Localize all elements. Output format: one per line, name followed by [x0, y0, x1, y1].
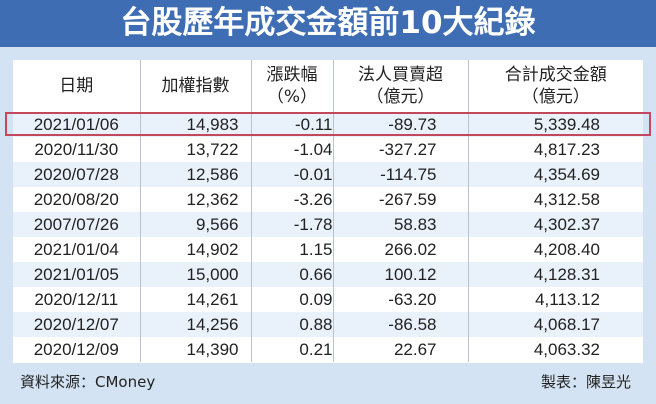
- header-date: 日期: [13, 60, 140, 112]
- table-row: 2020/07/28 12,586 -0.01 -114.75 4,354.69: [13, 162, 643, 187]
- cell-turnover: 4,302.37: [467, 212, 643, 237]
- cell-turnover: 4,128.31: [467, 262, 643, 287]
- cell-turnover: 4,208.40: [467, 237, 643, 262]
- cell-turnover: 5,339.48: [467, 112, 643, 137]
- cell-date: 2021/01/06: [13, 112, 140, 137]
- cell-institutional: -89.73: [332, 112, 468, 137]
- chart-title: 台股歷年成交金額前10大紀錄: [0, 0, 656, 47]
- cell-date: 2020/11/30: [13, 137, 140, 162]
- cell-index: 14,983: [139, 112, 251, 137]
- cell-date: 2020/12/07: [13, 312, 140, 337]
- table-row: 2021/01/06 14,983 -0.11 -89.73 5,339.48: [13, 112, 643, 137]
- cell-date: 2021/01/04: [13, 237, 140, 262]
- cell-change: 1.15: [250, 237, 333, 262]
- cell-institutional: 58.83: [332, 212, 468, 237]
- table-row: 2021/01/04 14,902 1.15 266.02 4,208.40: [13, 237, 643, 262]
- author-note: 製表：陳昱光: [540, 373, 631, 391]
- cell-index: 12,362: [139, 187, 251, 212]
- cell-change: -3.26: [250, 187, 333, 212]
- cell-turnover: 4,113.12: [467, 287, 643, 312]
- cell-turnover: 4,063.32: [467, 337, 643, 362]
- cell-institutional: -63.20: [332, 287, 468, 312]
- cell-institutional: 100.12: [332, 262, 468, 287]
- table-row: 2007/07/26 9,566 -1.78 58.83 4,302.37: [13, 212, 643, 237]
- cell-index: 9,566: [139, 212, 251, 237]
- cell-index: 14,902: [139, 237, 251, 262]
- cell-institutional: -267.59: [332, 187, 468, 212]
- cell-turnover: 4,312.58: [467, 187, 643, 212]
- table-header-row: 日期 加權指數 漲跌幅 （%） 法人買賣超 （億元） 合計成交金額 （億元）: [13, 60, 643, 112]
- cell-index: 13,722: [139, 137, 251, 162]
- cell-index: 12,586: [139, 162, 251, 187]
- cell-change: -1.04: [250, 137, 333, 162]
- cell-date: 2020/12/11: [13, 287, 140, 312]
- cell-index: 14,390: [139, 337, 251, 362]
- cell-change: 0.09: [250, 287, 333, 312]
- source-note: 資料來源：CMoney: [20, 373, 156, 391]
- cell-date: 2007/07/26: [13, 212, 140, 237]
- table-row: 2020/12/11 14,261 0.09 -63.20 4,113.12: [13, 287, 643, 312]
- cell-index: 15,000: [139, 262, 251, 287]
- header-index: 加權指數: [139, 60, 251, 112]
- cell-date: 2020/08/20: [13, 187, 140, 212]
- cell-change: -0.01: [250, 162, 333, 187]
- cell-turnover: 4,354.69: [467, 162, 643, 187]
- table-row: 2021/01/05 15,000 0.66 100.12 4,128.31: [13, 262, 643, 287]
- table-row: 2020/12/07 14,256 0.88 -86.58 4,068.17: [13, 312, 643, 337]
- cell-date: 2020/12/09: [13, 337, 140, 362]
- cell-turnover: 4,068.17: [467, 312, 643, 337]
- cell-change: -0.11: [250, 112, 333, 137]
- cell-change: 0.21: [250, 337, 333, 362]
- header-institutional: 法人買賣超 （億元）: [332, 60, 468, 112]
- cell-institutional: -114.75: [332, 162, 468, 187]
- cell-index: 14,256: [139, 312, 251, 337]
- data-table-container: 日期 加權指數 漲跌幅 （%） 法人買賣超 （億元） 合計成交金額 （億元） 2021…: [13, 60, 643, 363]
- cell-institutional: 266.02: [332, 237, 468, 262]
- cell-institutional: -327.27: [332, 137, 468, 162]
- cell-change: 0.66: [250, 262, 333, 287]
- cell-institutional: -86.58: [332, 312, 468, 337]
- cell-turnover: 4,817.23: [467, 137, 643, 162]
- cell-institutional: 22.67: [332, 337, 468, 362]
- table-row: 2020/08/20 12,362 -3.26 -267.59 4,312.58: [13, 187, 643, 212]
- table-row: 2020/12/09 14,390 0.21 22.67 4,063.32: [13, 337, 643, 362]
- table-row: 2020/11/30 13,722 -1.04 -327.27 4,817.23: [13, 137, 643, 162]
- data-table: 日期 加權指數 漲跌幅 （%） 法人買賣超 （億元） 合計成交金額 （億元） 2021…: [13, 60, 643, 362]
- cell-change: 0.88: [250, 312, 333, 337]
- cell-change: -1.78: [250, 212, 333, 237]
- header-change: 漲跌幅 （%）: [250, 60, 333, 112]
- cell-date: 2021/01/05: [13, 262, 140, 287]
- header-turnover: 合計成交金額 （億元）: [467, 60, 643, 112]
- cell-index: 14,261: [139, 287, 251, 312]
- cell-date: 2020/07/28: [13, 162, 140, 187]
